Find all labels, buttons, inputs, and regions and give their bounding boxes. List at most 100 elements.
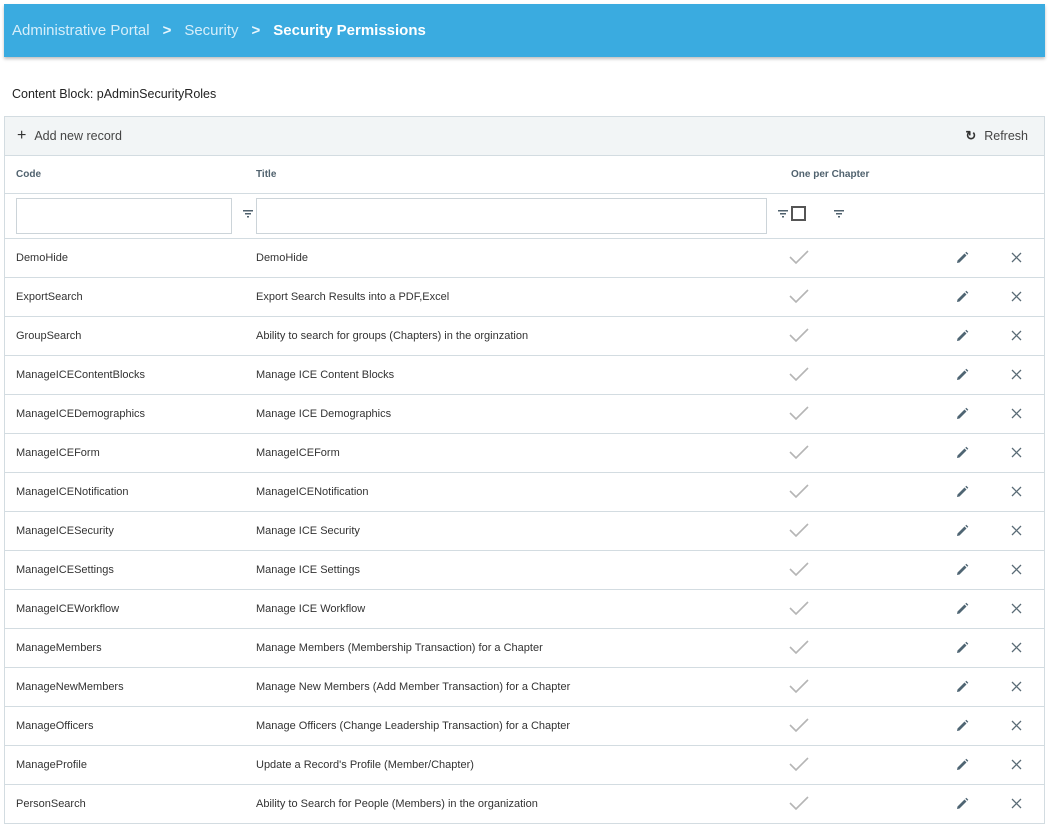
- cell-code: ManageProfile: [16, 759, 87, 771]
- cell-code: GroupSearch: [16, 330, 82, 342]
- edit-pencil-icon[interactable]: [955, 680, 969, 694]
- edit-pencil-icon[interactable]: [955, 290, 969, 304]
- checkmark-icon: [789, 250, 809, 265]
- delete-x-icon[interactable]: [1011, 447, 1022, 458]
- cell-code: ManageICESettings: [16, 564, 114, 576]
- cell-title: Manage Officers (Change Leadership Trans…: [256, 720, 571, 732]
- table-row[interactable]: PersonSearch Ability to Search for Peopl…: [5, 785, 1044, 824]
- cell-title: Manage ICE Demographics: [256, 408, 392, 420]
- refresh-button[interactable]: ↻ Refresh: [965, 128, 1028, 144]
- permissions-grid: + Add new record ↻ Refresh Code Title On…: [4, 116, 1045, 824]
- column-header-one-per-chapter[interactable]: One per Chapter: [791, 169, 870, 180]
- filter-icon[interactable]: [243, 210, 253, 218]
- breadcrumb-security[interactable]: Security: [184, 22, 239, 39]
- edit-pencil-icon[interactable]: [955, 329, 969, 343]
- breadcrumb-admin-portal[interactable]: Administrative Portal: [12, 22, 150, 39]
- filter-icon[interactable]: [778, 210, 788, 218]
- delete-x-icon[interactable]: [1011, 291, 1022, 302]
- cell-code: DemoHide: [16, 252, 68, 264]
- column-header-code[interactable]: Code: [16, 169, 41, 180]
- edit-pencil-icon[interactable]: [955, 563, 969, 577]
- add-record-button[interactable]: + Add new record: [17, 127, 122, 145]
- title-filter-input[interactable]: [256, 198, 767, 234]
- delete-x-icon[interactable]: [1011, 642, 1022, 653]
- delete-x-icon[interactable]: [1011, 720, 1022, 731]
- table-row[interactable]: ManageICENotification ManageICENotificat…: [5, 473, 1044, 512]
- chevron-right-icon: >: [251, 22, 261, 39]
- delete-x-icon[interactable]: [1011, 408, 1022, 419]
- checkmark-icon: [789, 406, 809, 421]
- cell-code: PersonSearch: [16, 798, 86, 810]
- cell-title: Manage ICE Workflow: [256, 603, 366, 615]
- delete-x-icon[interactable]: [1011, 603, 1022, 614]
- delete-x-icon[interactable]: [1011, 330, 1022, 341]
- table-row[interactable]: ManageOfficers Manage Officers (Change L…: [5, 707, 1044, 746]
- delete-x-icon[interactable]: [1011, 681, 1022, 692]
- cell-title: Manage ICE Settings: [256, 564, 360, 576]
- cell-code: ExportSearch: [16, 291, 83, 303]
- edit-pencil-icon[interactable]: [955, 485, 969, 499]
- edit-pencil-icon[interactable]: [955, 251, 969, 265]
- delete-x-icon[interactable]: [1011, 759, 1022, 770]
- edit-pencil-icon[interactable]: [955, 446, 969, 460]
- refresh-icon: ↻: [965, 128, 977, 143]
- edit-pencil-icon[interactable]: [955, 797, 969, 811]
- delete-x-icon[interactable]: [1011, 369, 1022, 380]
- edit-pencil-icon[interactable]: [955, 602, 969, 616]
- checkmark-icon: [789, 796, 809, 811]
- checkmark-icon: [789, 757, 809, 772]
- cell-code: ManageOfficers: [16, 720, 94, 732]
- cell-title: Ability to search for groups (Chapters) …: [256, 330, 529, 342]
- edit-pencil-icon[interactable]: [955, 524, 969, 538]
- table-row[interactable]: ManageICEWorkflow Manage ICE Workflow: [5, 590, 1044, 629]
- checkmark-icon: [789, 640, 809, 655]
- edit-pencil-icon[interactable]: [955, 641, 969, 655]
- cell-code: ManageICEContentBlocks: [16, 369, 146, 381]
- column-header-title[interactable]: Title: [256, 169, 277, 180]
- filter-icon[interactable]: [834, 210, 844, 218]
- edit-pencil-icon[interactable]: [955, 719, 969, 733]
- edit-pencil-icon[interactable]: [955, 368, 969, 382]
- table-row[interactable]: DemoHide DemoHide: [5, 239, 1044, 278]
- cell-code: ManageICENotification: [16, 486, 129, 498]
- table-row[interactable]: ManageMembers Manage Members (Membership…: [5, 629, 1044, 668]
- cell-code: ManageICEForm: [16, 447, 100, 459]
- code-filter-input[interactable]: [16, 198, 232, 234]
- delete-x-icon[interactable]: [1011, 525, 1022, 536]
- cell-title: Ability to Search for People (Members) i…: [256, 798, 538, 810]
- one-per-chapter-filter-checkbox[interactable]: [791, 206, 806, 221]
- delete-x-icon[interactable]: [1011, 798, 1022, 809]
- cell-title: ManageICENotification: [256, 486, 369, 498]
- cell-code: ManageICEDemographics: [16, 408, 146, 420]
- table-row[interactable]: ManageICEDemographics Manage ICE Demogra…: [5, 395, 1044, 434]
- checkmark-icon: [789, 601, 809, 616]
- cell-title: Manage ICE Security: [256, 525, 360, 537]
- breadcrumb-current: Security Permissions: [273, 22, 426, 39]
- table-row[interactable]: ManageICEContentBlocks Manage ICE Conten…: [5, 356, 1044, 395]
- table-row[interactable]: ManageProfile Update a Record's Profile …: [5, 746, 1044, 785]
- cell-title: DemoHide: [256, 252, 308, 264]
- cell-title: Manage New Members (Add Member Transacti…: [256, 681, 571, 693]
- table-row[interactable]: ManageICESettings Manage ICE Settings: [5, 551, 1044, 590]
- checkmark-icon: [789, 484, 809, 499]
- grid-toolbar: + Add new record ↻ Refresh: [5, 117, 1044, 156]
- table-row[interactable]: ManageNewMembers Manage New Members (Add…: [5, 668, 1044, 707]
- checkmark-icon: [789, 679, 809, 694]
- checkmark-icon: [789, 367, 809, 382]
- table-row[interactable]: ExportSearch Export Search Results into …: [5, 278, 1044, 317]
- cell-code: ManageICEWorkflow: [16, 603, 120, 615]
- delete-x-icon[interactable]: [1011, 486, 1022, 497]
- table-row[interactable]: GroupSearch Ability to search for groups…: [5, 317, 1044, 356]
- header-bar: Administrative Portal > Security > Secur…: [4, 4, 1045, 57]
- delete-x-icon[interactable]: [1011, 564, 1022, 575]
- cell-code: ManageMembers: [16, 642, 102, 654]
- edit-pencil-icon[interactable]: [955, 407, 969, 421]
- filter-row: [5, 194, 1044, 239]
- table-row[interactable]: ManageICESecurity Manage ICE Security: [5, 512, 1044, 551]
- cell-title: Export Search Results into a PDF,Excel: [256, 291, 450, 303]
- cell-title: Update a Record's Profile (Member/Chapte…: [256, 759, 474, 771]
- edit-pencil-icon[interactable]: [955, 758, 969, 772]
- delete-x-icon[interactable]: [1011, 252, 1022, 263]
- checkmark-icon: [789, 562, 809, 577]
- table-row[interactable]: ManageICEForm ManageICEForm: [5, 434, 1044, 473]
